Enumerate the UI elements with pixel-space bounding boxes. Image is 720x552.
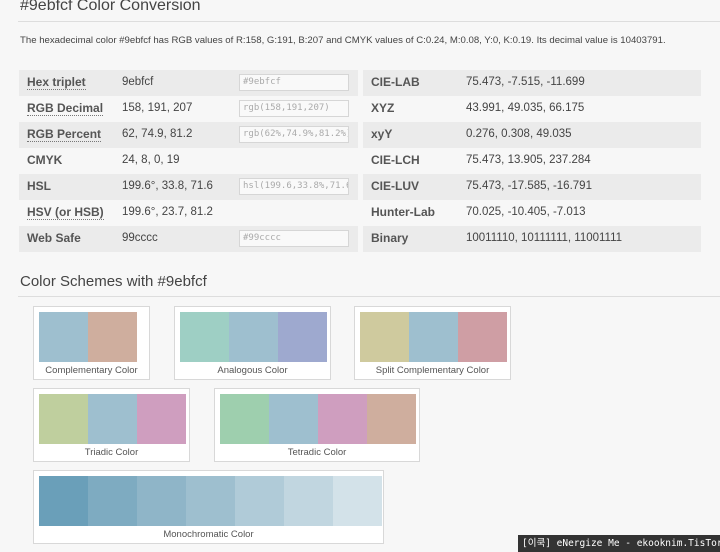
row-label: Hex triplet [27, 75, 86, 90]
title-divider [18, 21, 720, 22]
scheme-caption: Analogous Color [217, 365, 288, 376]
color-swatch[interactable] [278, 312, 327, 362]
row-label: XYZ [371, 101, 395, 115]
scheme-caption: Tetradic Color [287, 447, 347, 458]
row-label: CIE-LAB [371, 75, 420, 89]
web-safe-input[interactable]: #99cccc [239, 230, 349, 247]
row-value: 9ebfcf [122, 76, 154, 88]
color-swatch[interactable] [318, 394, 367, 444]
color-swatch[interactable] [137, 394, 186, 444]
row-label: Binary [371, 231, 409, 245]
conversion-table-right: CIE-LAB 75.473, -7.515, -11.699 XYZ 43.9… [363, 70, 701, 252]
table-row: Hunter-Lab 70.025, -10.405, -7.013 [363, 200, 701, 226]
row-label: CMYK [27, 153, 63, 167]
color-swatch[interactable] [284, 476, 333, 526]
split-complementary-scheme[interactable]: Split Complementary Color [354, 306, 511, 380]
color-swatch[interactable] [409, 312, 458, 362]
row-label: CIE-LCH [371, 153, 420, 167]
row-value: 10011110, 10111111, 11001111 [466, 232, 623, 244]
row-value: 199.6°, 33.8, 71.6 [122, 180, 213, 192]
row-value: 75.473, 13.905, 237.284 [466, 154, 591, 166]
row-value: 75.473, -7.515, -11.699 [466, 76, 585, 88]
color-swatch[interactable] [88, 476, 137, 526]
triadic-scheme[interactable]: Triadic Color [33, 388, 190, 462]
table-row: RGB Percent 62, 74.9, 81.2 rgb(62%,74.9%… [19, 122, 358, 148]
schemes-divider [18, 296, 720, 297]
table-row: HSL 199.6°, 33.8, 71.6 hsl(199.6,33.8%,7… [19, 174, 358, 200]
swatch-row [39, 476, 382, 526]
scheme-caption: Triadic Color [84, 447, 139, 458]
color-swatch[interactable] [367, 394, 416, 444]
table-row: CIE-LUV 75.473, -17.585, -16.791 [363, 174, 701, 200]
row-value: 199.6°, 23.7, 81.2 [122, 206, 213, 218]
row-value: 24, 8, 0, 19 [122, 154, 180, 166]
table-row: Web Safe 99cccc #99cccc [19, 226, 358, 252]
scheme-caption: Monochromatic Color [163, 529, 254, 540]
color-swatch[interactable] [269, 394, 318, 444]
color-description: The hexadecimal color #9ebfcf has RGB va… [20, 35, 666, 46]
row-label: HSV (or HSB) [27, 205, 104, 220]
color-swatch[interactable] [360, 312, 409, 362]
row-label: RGB Decimal [27, 101, 104, 116]
hsl-input[interactable]: hsl(199.6,33.8%,71.6%) [239, 178, 349, 195]
color-swatch[interactable] [137, 476, 186, 526]
rgb-percent-input[interactable]: rgb(62%,74.9%,81.2%) [239, 126, 349, 143]
color-swatch[interactable] [220, 394, 269, 444]
swatch-row [39, 394, 186, 444]
row-label: xyY [371, 127, 393, 141]
color-swatch[interactable] [88, 394, 137, 444]
color-swatch[interactable] [458, 312, 507, 362]
conversion-table-left: Hex triplet 9ebfcf #9ebfcf RGB Decimal 1… [19, 70, 358, 252]
table-row: xyY 0.276, 0.308, 49.035 [363, 122, 701, 148]
swatch-row [360, 312, 507, 362]
color-swatch[interactable] [39, 394, 88, 444]
row-value: 62, 74.9, 81.2 [122, 128, 193, 140]
table-row: XYZ 43.991, 49.035, 66.175 [363, 96, 701, 122]
complementary-scheme[interactable]: Complementary Color [33, 306, 150, 380]
table-row: Hex triplet 9ebfcf #9ebfcf [19, 70, 358, 96]
table-row: Binary 10011110, 10111111, 11001111 [363, 226, 701, 252]
row-value: 70.025, -10.405, -7.013 [466, 206, 586, 218]
analogous-scheme[interactable]: Analogous Color [174, 306, 331, 380]
color-swatch[interactable] [180, 312, 229, 362]
row-value: 0.276, 0.308, 49.035 [466, 128, 572, 140]
row-value: 158, 191, 207 [122, 102, 193, 114]
blog-watermark: [이쿡] eNergize Me - ekooknim.TisTory [518, 535, 720, 552]
row-label: CIE-LUV [371, 179, 419, 193]
swatch-row [39, 312, 137, 362]
row-label: HSL [27, 179, 51, 193]
row-label: RGB Percent [27, 127, 102, 142]
color-swatch[interactable] [39, 312, 88, 362]
table-row: CMYK 24, 8, 0, 19 [19, 148, 358, 174]
table-row: RGB Decimal 158, 191, 207 rgb(158,191,20… [19, 96, 358, 122]
color-swatch[interactable] [39, 476, 88, 526]
table-row: HSV (or HSB) 199.6°, 23.7, 81.2 [19, 200, 358, 226]
row-value: 99cccc [122, 232, 158, 244]
scheme-caption: Split Complementary Color [375, 365, 490, 376]
color-swatch[interactable] [186, 476, 235, 526]
color-swatch[interactable] [235, 476, 284, 526]
schemes-heading: Color Schemes with #9ebfcf [20, 273, 207, 290]
table-row: CIE-LCH 75.473, 13.905, 237.284 [363, 148, 701, 174]
page-title: #9ebfcf Color Conversion [20, 0, 201, 14]
tetradic-scheme[interactable]: Tetradic Color [214, 388, 420, 462]
row-value: 43.991, 49.035, 66.175 [466, 102, 585, 114]
row-label: Web Safe [27, 231, 81, 245]
rgb-decimal-input[interactable]: rgb(158,191,207) [239, 100, 349, 117]
monochromatic-scheme[interactable]: Monochromatic Color [33, 470, 384, 544]
table-row: CIE-LAB 75.473, -7.515, -11.699 [363, 70, 701, 96]
scheme-caption: Complementary Color [45, 365, 138, 376]
swatch-row [180, 312, 327, 362]
row-value: 75.473, -17.585, -16.791 [466, 180, 592, 192]
color-swatch[interactable] [333, 476, 382, 526]
color-swatch[interactable] [229, 312, 278, 362]
row-label: Hunter-Lab [371, 205, 435, 219]
color-swatch[interactable] [88, 312, 137, 362]
swatch-row [220, 394, 416, 444]
hex-input[interactable]: #9ebfcf [239, 74, 349, 91]
